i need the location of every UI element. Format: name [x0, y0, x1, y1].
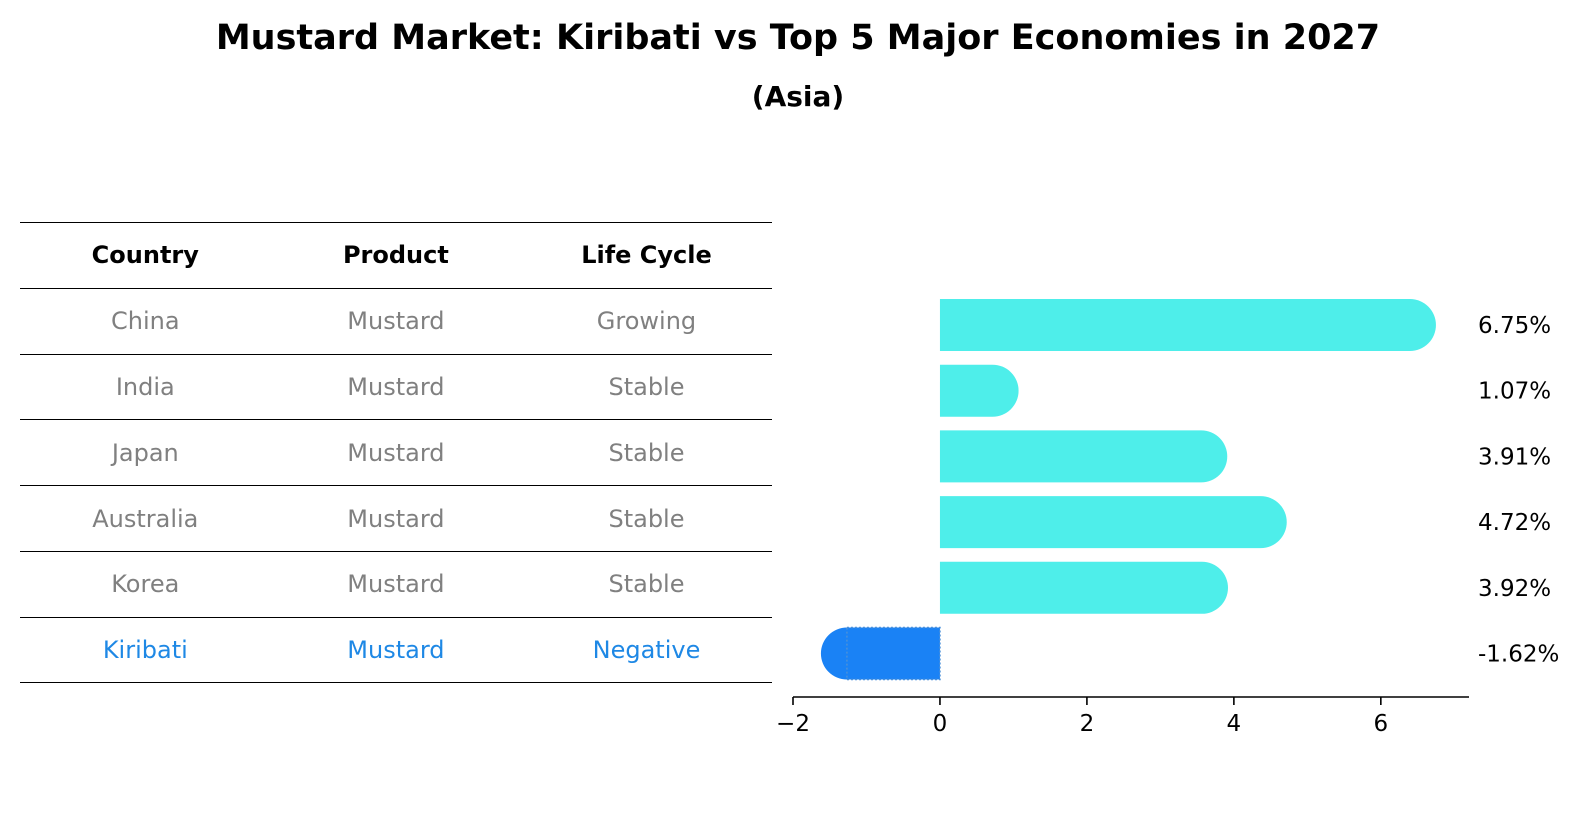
cell-life-cycle: Stable [608, 570, 685, 599]
x-tick-label: 2 [1080, 711, 1095, 737]
cell-country: India [115, 372, 175, 401]
header-country: Country [91, 241, 199, 270]
header-product: Product [342, 241, 449, 270]
x-tick-label: 4 [1227, 711, 1242, 737]
table-header-row: Country Product Life Cycle [20, 222, 772, 288]
bar-korea [939, 561, 1228, 614]
value-label-kiribati: -1.62% [1478, 642, 1559, 668]
cell-country: Australia [92, 504, 199, 533]
bar-outline-kiribati [846, 626, 941, 681]
table-row: India Mustard Stable [20, 353, 772, 420]
chart-title: Mustard Market: Kiribati vs Top 5 Major … [215, 18, 1381, 58]
value-label-china: 6.75% [1478, 313, 1551, 339]
cell-product: Mustard [347, 504, 445, 533]
cell-product: Mustard [347, 635, 445, 664]
cell-life-cycle: Stable [608, 372, 685, 401]
table-row: Japan Mustard Stable [20, 419, 772, 485]
value-label-australia: 4.72% [1478, 510, 1551, 536]
table-row: Korea Mustard Stable [20, 550, 772, 617]
value-label-japan: 3.91% [1478, 444, 1551, 470]
cell-life-cycle: Stable [608, 504, 685, 533]
header-life-cycle: Life Cycle [581, 241, 712, 270]
cell-country: China [111, 307, 180, 336]
bar-japan [939, 430, 1228, 483]
table-row: China Mustard Growing [20, 287, 772, 354]
cell-life-cycle: Negative [592, 635, 701, 664]
cell-product: Mustard [347, 438, 445, 467]
bar-australia [939, 496, 1287, 549]
cell-product: Mustard [347, 307, 445, 336]
x-tick-label: 6 [1374, 711, 1389, 737]
cell-product: Mustard [347, 570, 445, 599]
cell-country: Kiribati [102, 635, 188, 664]
x-tick-label: 0 [933, 711, 948, 737]
bar-kiribati [820, 627, 940, 680]
bar-india [939, 364, 1019, 417]
data-table: Country Product Life Cycle China Mustard… [20, 222, 772, 683]
cell-product: Mustard [347, 372, 445, 401]
table-row-highlighted: Kiribati Mustard Negative [20, 616, 772, 683]
cell-country: Japan [111, 438, 179, 467]
value-label-india: 1.07% [1478, 379, 1551, 405]
bar-china [939, 299, 1436, 351]
cell-country: Korea [111, 570, 180, 599]
value-label-korea: 3.92% [1478, 576, 1551, 602]
cell-life-cycle: Stable [608, 438, 685, 467]
chart-subtitle: (Asia) [751, 80, 845, 113]
x-tick-label: −2 [776, 711, 810, 737]
table-row: Australia Mustard Stable [20, 485, 772, 551]
cell-life-cycle: Growing [596, 307, 697, 336]
